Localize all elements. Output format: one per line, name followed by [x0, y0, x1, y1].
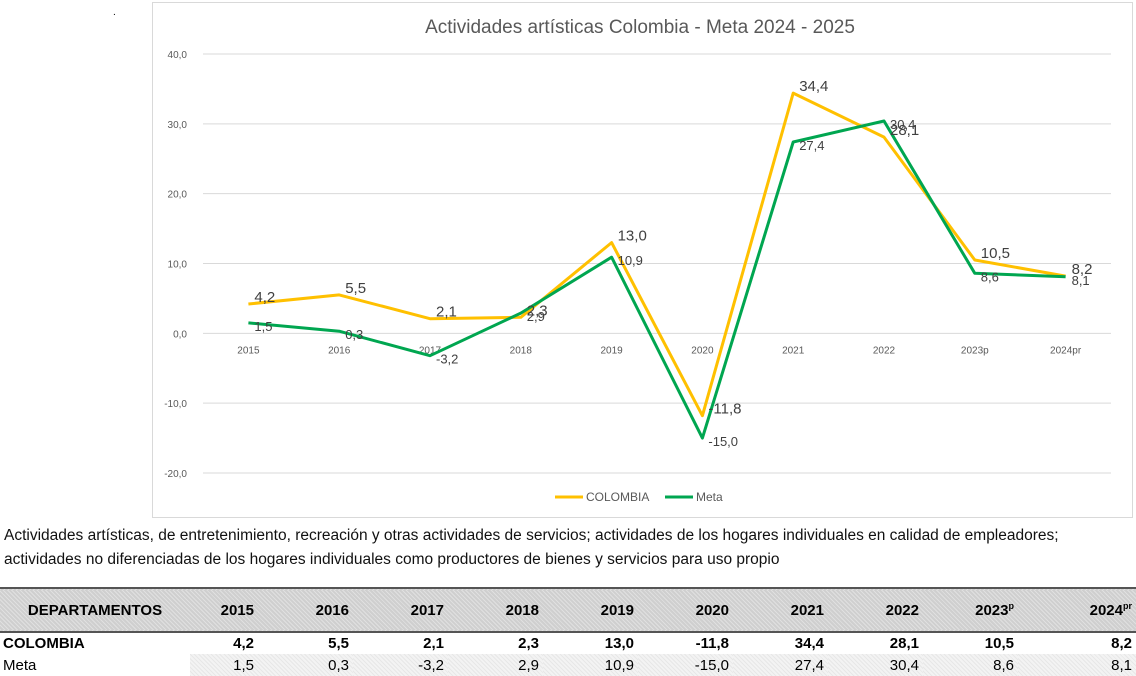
data-label: 10,9 [618, 253, 643, 268]
activity-description: Actividades artísticas, de entretenimien… [4, 527, 1059, 568]
header-year: 2020 [638, 588, 733, 632]
header-year: 2024pr [1018, 588, 1136, 632]
table-cell: 10,9 [543, 654, 638, 676]
table-cell: 2,1 [423, 635, 444, 652]
data-label: -3,2 [436, 352, 458, 367]
x-tick-label: 2017 [419, 345, 442, 356]
header-year-label: 2017 [410, 601, 444, 619]
data-label: 5,5 [345, 280, 366, 297]
row-label: COLOMBIA [3, 635, 85, 652]
data-label: 2,1 [436, 304, 457, 321]
data-label: 1,5 [254, 319, 272, 334]
y-tick-label: -20,0 [164, 469, 187, 480]
row-label: Meta [0, 654, 190, 676]
table-cell: 2,3 [518, 635, 539, 652]
y-tick-label: 30,0 [168, 120, 188, 131]
header-year: 2018 [448, 588, 543, 632]
header-year-label: 2016 [315, 601, 349, 619]
series-line-meta [248, 119, 1066, 440]
table-cell: 13,0 [604, 635, 634, 652]
table-cell: -11,8 [695, 635, 729, 652]
table-cell: -3,2 [353, 654, 448, 676]
data-label: -11,8 [708, 401, 741, 418]
x-tick-label: 2016 [328, 345, 351, 356]
header-year-label: 2021 [790, 601, 824, 619]
y-tick-label: 0,0 [173, 329, 187, 340]
x-tick-label: 2018 [510, 345, 533, 356]
data-label: 4,2 [254, 289, 275, 306]
data-label: 28,1 [890, 122, 919, 139]
header-year: 2019 [543, 588, 638, 632]
y-tick-label: -10,0 [164, 399, 187, 410]
data-label: 8,6 [981, 269, 999, 284]
table-row-meta: Meta 1,5 0,3 -3,2 2,9 10,9 -15,0 27,4 30,4 8,6 8,… [0, 654, 1136, 676]
x-tick-label: 2019 [600, 345, 623, 356]
table-header-row: DEPARTAMENTOS 2015 2016 2017 2018 2019 2020 20… [0, 588, 1136, 632]
table-cell: 30,4 [828, 654, 923, 676]
x-tick-label: 2024pr [1050, 345, 1082, 356]
header-year: 2015 [190, 588, 258, 632]
table-cell: 1,5 [190, 654, 258, 676]
line-chart: Actividades artísticas Colombia - Meta 2… [164, 17, 1111, 504]
header-year-label: 2022 [885, 601, 919, 619]
series-line-colombia [248, 91, 1066, 418]
table-cell: 5,5 [328, 635, 349, 652]
header-year: 2023p [923, 588, 1018, 632]
table-cell: 27,4 [733, 654, 828, 676]
chart-area: Actividades artísticas Colombia - Meta 2… [152, 2, 1133, 518]
header-year-label: 2018 [505, 601, 539, 619]
table-row-colombia: COLOMBIA 4,2 5,5 2,1 2,3 13,0 -11,8 34,4 28,1 10… [0, 632, 1136, 654]
header-year: 2022 [828, 588, 923, 632]
table-cell: 8,1 [1018, 654, 1136, 676]
table-cell: 8,2 [1111, 635, 1132, 652]
header-year-label: 2019 [600, 601, 634, 619]
header-year-label: 2020 [695, 601, 729, 619]
data-label: 30,4 [890, 117, 915, 132]
header-year: 2021 [733, 588, 828, 632]
data-label: 13,0 [618, 228, 647, 245]
legend-label: COLOMBIA [586, 490, 649, 504]
data-label: 8,1 [1072, 273, 1090, 288]
x-tick-label: 2020 [691, 345, 714, 356]
table-cell: 2,9 [448, 654, 543, 676]
data-label: 2,3 [527, 302, 548, 319]
table-cell: 0,3 [258, 654, 353, 676]
header-year: 2017 [353, 588, 448, 632]
stray-dot: . [113, 7, 116, 18]
table-cell: 28,1 [889, 635, 919, 652]
y-tick-label: 10,0 [168, 260, 188, 271]
data-label: 34,4 [799, 78, 828, 95]
x-tick-label: 2021 [782, 345, 805, 356]
header-year-label: 2024 [1089, 602, 1123, 619]
x-tick-label: 2015 [237, 345, 260, 356]
x-tick-label: 2022 [873, 345, 896, 356]
data-label: 10,5 [981, 245, 1010, 262]
data-label: -15,0 [708, 434, 738, 449]
header-year: 2016 [258, 588, 353, 632]
data-label: 2,9 [527, 309, 545, 324]
table-cell: 4,2 [233, 635, 254, 652]
data-table: DEPARTAMENTOS 2015 2016 2017 2018 2019 2020 20… [0, 587, 1136, 676]
y-tick-label: 20,0 [168, 190, 188, 201]
data-label: 8,2 [1072, 261, 1093, 278]
x-tick-label: 2023p [961, 345, 989, 356]
header-departamentos: DEPARTAMENTOS [27, 601, 163, 619]
header-year-label: 2023 [975, 602, 1009, 619]
chart-title: Actividades artísticas Colombia - Meta 2… [425, 17, 855, 38]
table-cell: 8,6 [923, 654, 1018, 676]
data-label: 27,4 [799, 138, 824, 153]
table-cell: -15,0 [638, 654, 733, 676]
y-tick-label: 40,0 [168, 50, 188, 61]
header-year-suffix: pr [1123, 601, 1132, 611]
header-year-label: 2015 [220, 601, 254, 619]
header-year-suffix: p [1008, 601, 1015, 611]
table-cell: 34,4 [794, 635, 824, 652]
legend-label: Meta [696, 490, 723, 504]
table-cell: 10,5 [984, 635, 1014, 652]
data-label: 0,3 [345, 327, 363, 342]
